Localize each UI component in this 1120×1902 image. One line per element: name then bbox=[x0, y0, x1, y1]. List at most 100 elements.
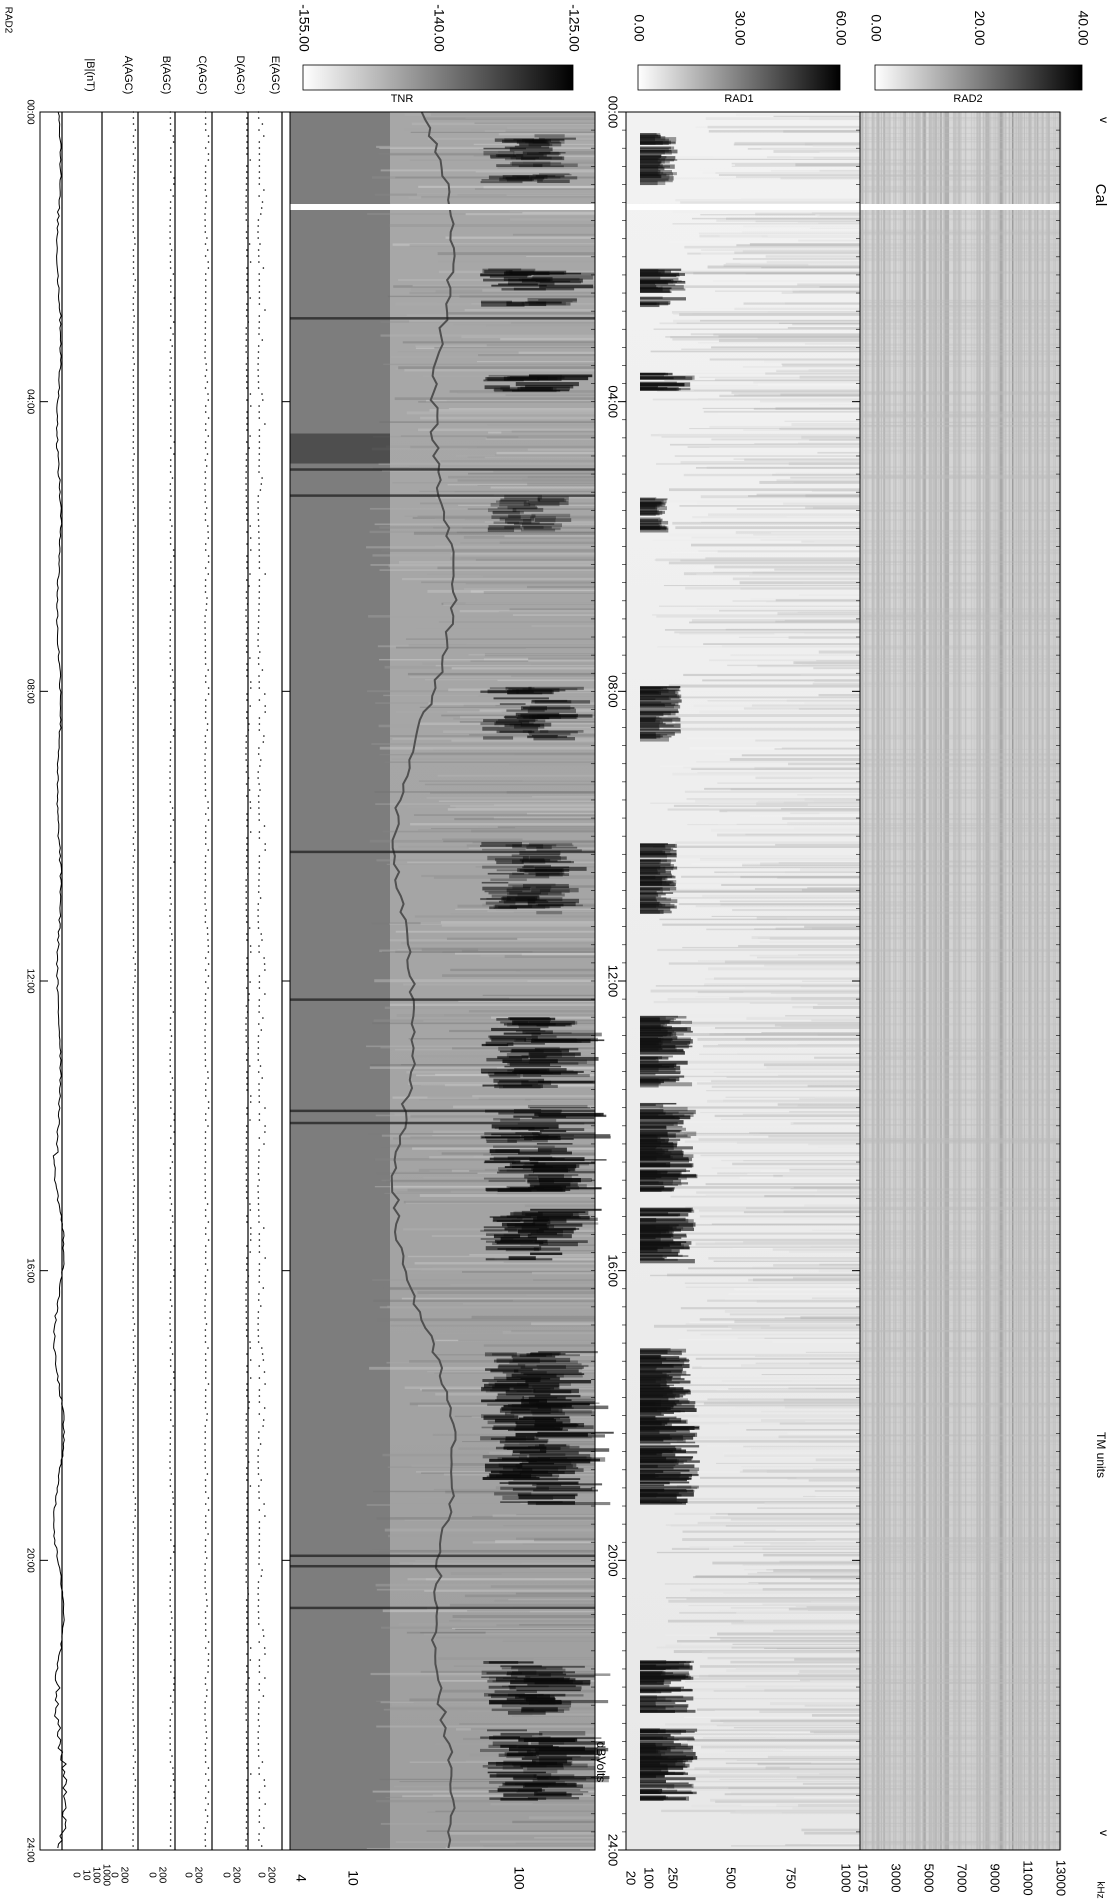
tnr-burst bbox=[505, 518, 532, 524]
agc-dot bbox=[169, 813, 172, 815]
rad2-streak bbox=[1018, 112, 1021, 1850]
rad1-burst bbox=[640, 375, 695, 380]
rad1-streak bbox=[707, 125, 860, 129]
rad1-burst bbox=[640, 508, 658, 513]
tnr-streak bbox=[386, 1180, 595, 1183]
agc-dot bbox=[258, 171, 261, 173]
agc-dot bbox=[204, 639, 207, 641]
rad2-time-streak bbox=[860, 411, 1060, 413]
tnr-streak bbox=[420, 1631, 595, 1634]
agc-dot bbox=[246, 1527, 248, 1529]
rad1-streak bbox=[811, 1297, 860, 1300]
rad2-streak bbox=[935, 112, 937, 1850]
rad1-streak bbox=[659, 1068, 860, 1070]
tnr-burst bbox=[518, 1023, 556, 1026]
tnr-streak bbox=[493, 804, 595, 807]
tnr-burst bbox=[507, 692, 543, 695]
rad2-time-streak bbox=[860, 259, 1060, 262]
rad1-streak bbox=[778, 862, 860, 865]
rad2-time-streak bbox=[860, 1206, 1060, 1210]
tnr-burst bbox=[523, 864, 551, 868]
rad2-time-streak bbox=[860, 1540, 1060, 1543]
agc-dot bbox=[204, 1257, 207, 1259]
agc-dot bbox=[257, 375, 260, 377]
agc-dot bbox=[245, 741, 247, 743]
tnr-streak bbox=[450, 805, 595, 807]
rad1-burst bbox=[640, 1184, 678, 1186]
rad2-time-streak bbox=[860, 350, 1060, 353]
tnr-streak bbox=[383, 1286, 595, 1289]
rad1-streak bbox=[665, 1644, 860, 1647]
rad1-streak bbox=[668, 1599, 860, 1603]
tnr-burst bbox=[506, 1393, 551, 1396]
rad1-streak bbox=[716, 1724, 860, 1727]
rad1-streak bbox=[704, 787, 860, 790]
rad2-time-streak bbox=[860, 927, 1060, 929]
rad2-time-streak bbox=[860, 813, 1060, 816]
tnr-streak bbox=[522, 1541, 595, 1545]
agc-dot bbox=[246, 1497, 248, 1499]
agc-dot bbox=[258, 951, 260, 953]
rad1-streak bbox=[812, 682, 860, 685]
tnr-burst bbox=[526, 1458, 600, 1462]
rad1-burst bbox=[640, 174, 662, 179]
rad2-streak bbox=[958, 112, 960, 1850]
tnr-streak bbox=[497, 679, 595, 682]
rad1-streak bbox=[700, 214, 860, 216]
agc-dot bbox=[204, 1827, 207, 1829]
tnr-burst bbox=[508, 1481, 579, 1485]
rad1-burst bbox=[640, 269, 665, 274]
rad1-burst bbox=[640, 285, 657, 288]
rad1-streak bbox=[805, 1351, 860, 1353]
rad2-time-streak bbox=[860, 917, 1060, 919]
tnr-streak bbox=[472, 1541, 595, 1544]
rad1-streak bbox=[817, 215, 860, 217]
rad2-time-streak bbox=[860, 148, 1060, 151]
agc-dot bbox=[245, 1329, 248, 1331]
rad1-burst bbox=[640, 517, 661, 520]
agc-dot bbox=[258, 159, 261, 161]
tnr-streak bbox=[372, 554, 595, 557]
tnr-burst bbox=[508, 883, 556, 887]
agc-dot bbox=[258, 873, 260, 875]
agc-dot bbox=[258, 567, 261, 569]
tnr-burst bbox=[514, 523, 555, 526]
tnr-streak bbox=[380, 169, 595, 172]
agc-dot bbox=[258, 1395, 261, 1397]
tnr-burst bbox=[527, 735, 558, 739]
tnr-streak bbox=[373, 1490, 595, 1493]
rad1-streak bbox=[697, 398, 860, 401]
agc-dot bbox=[170, 843, 172, 845]
agc-dot bbox=[258, 441, 261, 443]
tnr-streak bbox=[446, 937, 595, 940]
rad2-time-streak bbox=[860, 1754, 1060, 1756]
agc-dot bbox=[204, 1581, 207, 1583]
rad1-burst bbox=[640, 850, 663, 854]
rad1-burst bbox=[640, 289, 670, 293]
rad2-time-streak bbox=[860, 533, 1060, 535]
rad1-streak bbox=[705, 117, 860, 120]
tnr-streak bbox=[512, 1299, 595, 1302]
tnr-burst bbox=[492, 1242, 548, 1246]
agc-dot bbox=[245, 363, 248, 365]
tnr-streak bbox=[378, 462, 595, 465]
tnr-burst bbox=[480, 1229, 545, 1232]
rad1-streak bbox=[693, 271, 860, 275]
tnr-burst bbox=[528, 1401, 595, 1405]
rad2-streak bbox=[901, 112, 903, 1850]
rad1-streak bbox=[675, 1758, 860, 1761]
agc-dot bbox=[246, 249, 248, 251]
agc-dot bbox=[207, 267, 210, 269]
agc-dot bbox=[246, 1503, 248, 1505]
rad1-streak bbox=[709, 447, 860, 449]
tnr-streak bbox=[395, 950, 595, 953]
agc-dot bbox=[257, 219, 260, 221]
rad1-burst bbox=[640, 1060, 688, 1065]
rad1-burst bbox=[640, 1188, 672, 1192]
rad2-time-streak bbox=[860, 818, 1060, 820]
rad1-streak bbox=[802, 582, 860, 585]
agc-dot bbox=[204, 1011, 207, 1013]
agc-dot bbox=[249, 1341, 251, 1343]
rad1-streak bbox=[668, 684, 860, 688]
rad1-streak bbox=[709, 1770, 860, 1773]
